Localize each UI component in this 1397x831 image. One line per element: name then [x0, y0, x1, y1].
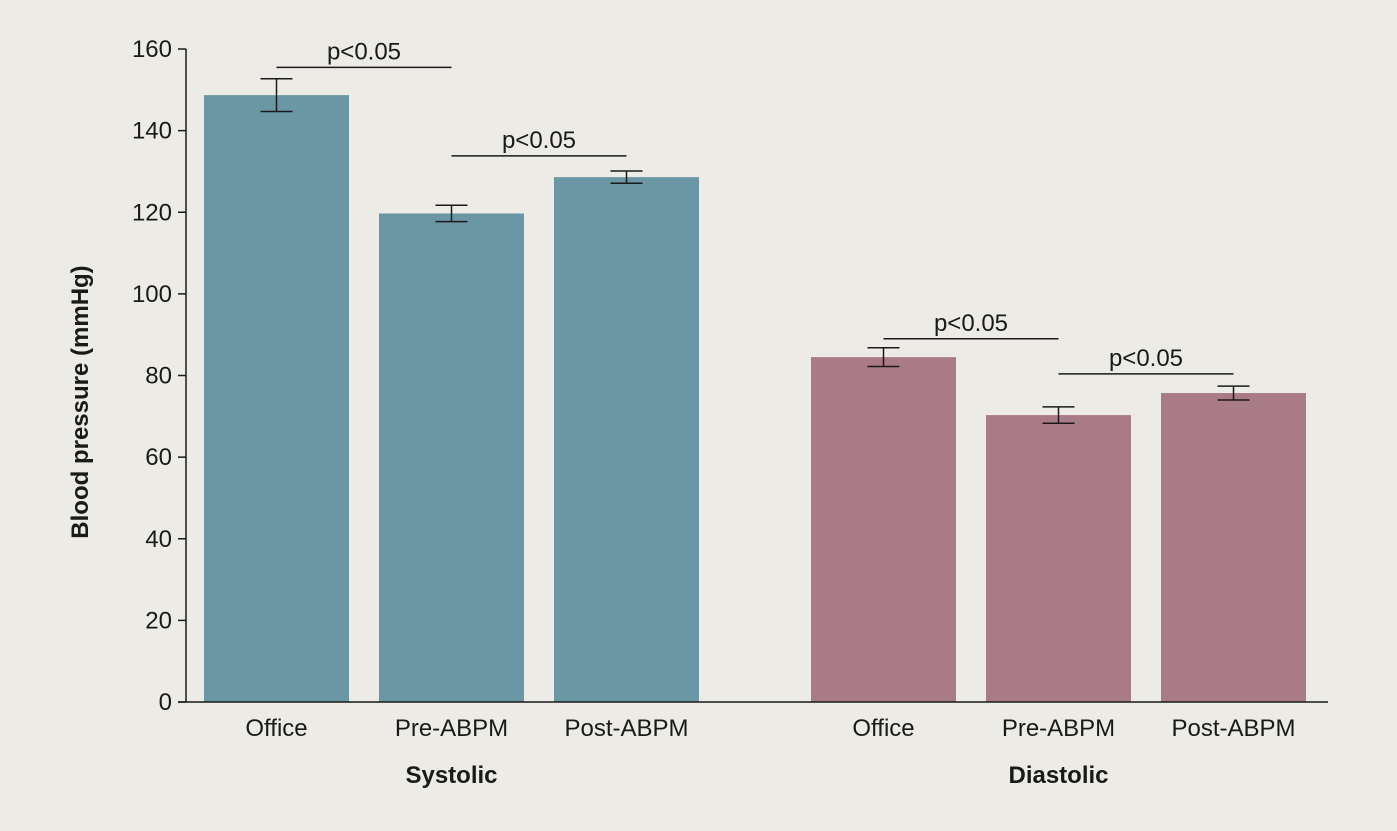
y-tick-label: 120 — [132, 199, 172, 226]
y-tick-label: 60 — [145, 444, 172, 471]
x-tick-label: Post-ABPM — [1171, 715, 1295, 742]
bar-systolic-pre-abpm — [379, 213, 524, 703]
group-label-systolic: Systolic — [405, 762, 497, 789]
x-tick-label: Office — [245, 715, 307, 742]
bar-systolic-post-abpm — [554, 177, 699, 702]
bar-diastolic-pre-abpm — [986, 415, 1131, 702]
bar-systolic-office — [204, 95, 349, 703]
significance-label: p<0.05 — [502, 127, 576, 154]
bar-diastolic-post-abpm — [1161, 393, 1306, 702]
y-tick-label: 20 — [145, 607, 172, 634]
significance-label: p<0.05 — [327, 38, 401, 65]
bar-diastolic-office — [811, 357, 956, 702]
y-tick-label: 0 — [159, 689, 172, 716]
y-tick-label: 140 — [132, 118, 172, 145]
y-axis-label: Blood pressure (mmHg) — [67, 265, 94, 538]
x-tick-label: Post-ABPM — [564, 715, 688, 742]
y-tick-label: 40 — [145, 526, 172, 553]
x-tick-label: Pre-ABPM — [1002, 715, 1115, 742]
significance-label: p<0.05 — [1109, 345, 1183, 372]
x-tick-label: Office — [852, 715, 914, 742]
group-label-diastolic: Diastolic — [1008, 762, 1108, 789]
y-tick-label: 100 — [132, 281, 172, 308]
y-tick-label: 80 — [145, 363, 172, 390]
x-tick-label: Pre-ABPM — [395, 715, 508, 742]
y-tick-label: 160 — [132, 36, 172, 63]
significance-label: p<0.05 — [934, 310, 1008, 337]
